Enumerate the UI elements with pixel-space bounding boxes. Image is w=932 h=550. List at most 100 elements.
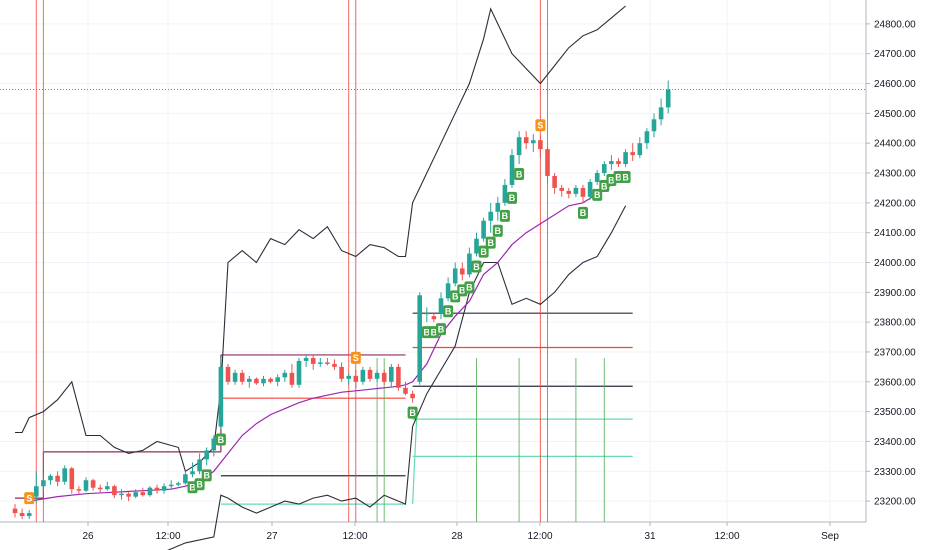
candle-body bbox=[154, 487, 160, 491]
candle-body bbox=[523, 137, 529, 144]
candle-body bbox=[594, 173, 600, 182]
candle-body bbox=[637, 143, 643, 156]
signal-badge bbox=[24, 492, 35, 505]
signal-badge bbox=[485, 236, 496, 249]
candle-body bbox=[516, 137, 522, 156]
signal-badge bbox=[215, 433, 226, 446]
candle-body bbox=[445, 283, 451, 299]
lower-band-line bbox=[167, 205, 627, 550]
candle-body bbox=[310, 357, 316, 364]
candle-body bbox=[424, 313, 430, 315]
candle-body bbox=[112, 486, 117, 496]
buy-signal: B bbox=[492, 224, 503, 237]
price-axis: 23200.00 23300.00 23400.00 23500.00 23600.00… bbox=[0, 0, 916, 523]
y-tick-label: 23500.00 bbox=[874, 407, 916, 418]
candle-body bbox=[381, 372, 387, 382]
y-tick-label: 23800.00 bbox=[874, 318, 916, 329]
signal-label: B bbox=[431, 327, 438, 337]
candle-body bbox=[431, 316, 437, 320]
candle-body bbox=[353, 375, 359, 382]
signal-badge bbox=[507, 191, 517, 204]
buy-signal: B bbox=[478, 245, 489, 258]
y-tick-label: 24600.00 bbox=[874, 79, 916, 90]
sell-signal: S bbox=[350, 351, 361, 364]
candle-body bbox=[403, 387, 408, 394]
signal-badge bbox=[620, 171, 631, 184]
candle-body bbox=[552, 175, 557, 188]
candle-body bbox=[452, 268, 458, 284]
buy-signal: B bbox=[514, 168, 525, 181]
signal-label: S bbox=[353, 353, 359, 363]
buy-signal: B bbox=[407, 406, 418, 419]
signal-label: B bbox=[473, 262, 480, 272]
vertical-marker-lines bbox=[35, 0, 605, 522]
y-tick-label: 23300.00 bbox=[874, 467, 916, 478]
candle-body bbox=[55, 475, 60, 482]
y-tick-label: 24200.00 bbox=[874, 198, 916, 209]
candle-body bbox=[538, 140, 543, 150]
candle-body bbox=[247, 378, 252, 382]
candle-body bbox=[396, 366, 401, 388]
candle-body bbox=[48, 475, 53, 481]
x-tick-label: 12:00 bbox=[714, 531, 739, 542]
sell-signal: S bbox=[535, 119, 546, 132]
x-tick-label: 12:00 bbox=[155, 531, 180, 542]
signal-label: B bbox=[452, 292, 459, 302]
y-tick-label: 23700.00 bbox=[874, 347, 916, 358]
candle-body bbox=[225, 366, 231, 382]
candle-body bbox=[360, 369, 366, 382]
signal-label: S bbox=[26, 493, 32, 503]
candle-body bbox=[417, 295, 422, 382]
candle-body bbox=[566, 190, 572, 194]
grid-lines bbox=[0, 0, 866, 522]
upper-band-line bbox=[15, 5, 626, 473]
candle-body bbox=[644, 131, 650, 144]
candle-body bbox=[76, 489, 82, 491]
candle-body bbox=[339, 366, 344, 379]
candle-body bbox=[502, 184, 508, 203]
signal-badge bbox=[443, 305, 454, 318]
candle-body bbox=[254, 378, 259, 384]
candle-body bbox=[97, 487, 103, 490]
buy-signal: B bbox=[578, 206, 588, 219]
buy-signal: B bbox=[436, 323, 446, 336]
buy-signal: B bbox=[194, 478, 205, 491]
signal-badge bbox=[592, 188, 603, 201]
buy-signal: B bbox=[485, 236, 496, 249]
candle-body bbox=[545, 149, 550, 176]
x-tick-label: 26 bbox=[82, 531, 94, 542]
candle-body bbox=[211, 438, 217, 451]
sell-signal: S bbox=[24, 492, 35, 505]
buy-signal: B bbox=[499, 209, 510, 222]
signal-badge bbox=[201, 469, 212, 482]
candle-body bbox=[183, 474, 188, 484]
candle-body bbox=[474, 238, 479, 254]
y-tick-label: 24700.00 bbox=[874, 49, 916, 60]
candle-body bbox=[147, 487, 153, 496]
buy-signal: B bbox=[620, 171, 631, 184]
candle-body bbox=[296, 360, 302, 385]
candle-body bbox=[559, 187, 564, 191]
signal-label: B bbox=[509, 193, 516, 203]
signal-label: B bbox=[480, 247, 487, 257]
candle-body bbox=[303, 357, 309, 361]
candle-body bbox=[346, 375, 351, 379]
buy-signal: B bbox=[464, 281, 475, 294]
candle-body bbox=[41, 480, 46, 487]
y-tick-label: 24100.00 bbox=[874, 228, 916, 239]
candle-body bbox=[19, 513, 25, 517]
signal-badge bbox=[471, 260, 482, 273]
signal-label: B bbox=[495, 226, 502, 236]
candle-body bbox=[140, 492, 146, 496]
candle-body bbox=[509, 155, 515, 185]
x-tick-label: 31 bbox=[644, 531, 656, 542]
candle-body bbox=[204, 450, 209, 460]
x-tick-label: 12:00 bbox=[527, 531, 552, 542]
signal-label: B bbox=[516, 169, 523, 179]
candle-body bbox=[665, 89, 671, 108]
signal-badge bbox=[578, 206, 588, 219]
candle-body bbox=[176, 483, 181, 485]
